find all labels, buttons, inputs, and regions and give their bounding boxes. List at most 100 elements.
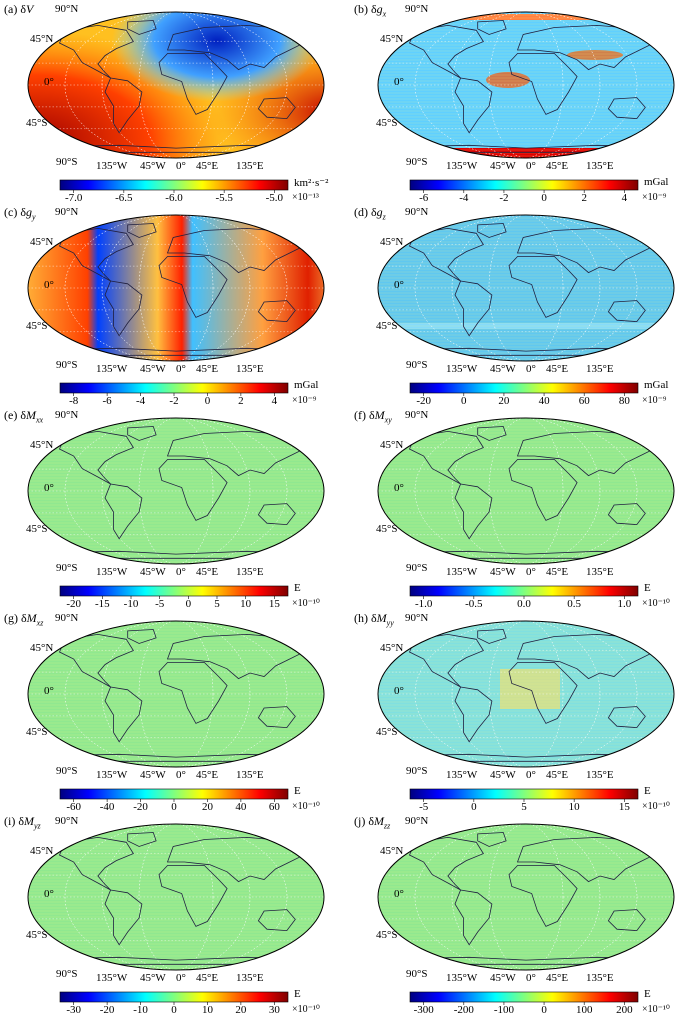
- colorbar-tick-label: -6.5: [115, 192, 133, 204]
- coastline-samerica: [104, 77, 143, 134]
- lon-label: 135°E: [236, 769, 264, 781]
- lon-label: 135°W: [96, 363, 128, 375]
- colorbar: [59, 585, 289, 599]
- panel-title-subscript: zz: [383, 821, 391, 831]
- map-outline: [377, 620, 675, 768]
- coastline-samerica: [454, 77, 493, 134]
- lon-label: 0°: [176, 363, 186, 375]
- panel-title-symbol: g: [376, 2, 383, 16]
- coastline-eurasia: [516, 430, 658, 477]
- coastline-namerica: [58, 430, 134, 485]
- lat-label: 90°S: [406, 359, 428, 371]
- map-panel-g: (g) δMxz 90°N 45°N 0° 45°S 90°S 135°W 45°W 0° 45°…: [0, 609, 350, 813]
- coastline-greenland: [127, 20, 157, 35]
- lat-label: 90°S: [56, 562, 78, 574]
- lon-label: 135°W: [96, 972, 128, 984]
- map-outline: [27, 417, 325, 565]
- lat-label: 45°N: [30, 642, 54, 654]
- map-panel-d: (d) δgz 90°N 45°N 0° 45°S 90°S 135°W 45°W 0° 45°E…: [350, 203, 700, 407]
- panel-title-prefix: (d) δ: [354, 205, 377, 219]
- colorbar-tick-label: 0: [204, 395, 211, 407]
- colorbar-tick-label: -2: [499, 192, 509, 204]
- colorbar-exponent: ×10⁻¹⁰: [292, 598, 320, 609]
- colorbar: [409, 179, 639, 193]
- colorbar-fill: [409, 585, 639, 597]
- lon-label: 0°: [176, 160, 186, 172]
- colorbar-tick-label: 1.0: [617, 598, 632, 610]
- lat-label: 0°: [44, 279, 54, 291]
- lat-label: 45°S: [26, 117, 48, 129]
- colorbar-tick-label: -10: [123, 598, 139, 610]
- panel-title-subscript: xy: [384, 415, 392, 425]
- lat-label: 90°S: [406, 968, 428, 980]
- panel-title-symbol: g: [25, 205, 32, 219]
- colorbar-fill: [409, 991, 639, 1003]
- colorbar-tick-label: 20: [201, 801, 213, 813]
- colorbar-tick-label: 40: [235, 801, 247, 813]
- coastline-samerica: [454, 280, 493, 337]
- lon-label: 45°E: [546, 160, 569, 172]
- colorbar-unit: E: [294, 785, 301, 797]
- coastline-africa: [508, 53, 578, 115]
- lat-label: 90°N: [55, 409, 79, 421]
- coastline-namerica: [58, 633, 134, 688]
- colorbar-tick-label: -20: [99, 1004, 115, 1016]
- colorbar-tick-label: 2: [581, 192, 587, 204]
- colorbar-tick-label: -5: [419, 801, 429, 813]
- panel-title: (f) δMxy: [354, 408, 392, 424]
- coastline-australia: [257, 300, 296, 323]
- coastline-australia: [607, 97, 646, 120]
- lon-label: 135°W: [446, 363, 478, 375]
- panel-title: (d) δgz: [354, 205, 386, 221]
- coastline-samerica: [104, 889, 143, 946]
- lat-label: 0°: [394, 279, 404, 291]
- colorbar-exponent: ×10⁻¹⁰: [292, 801, 320, 812]
- panel-title-symbol: M: [26, 611, 37, 625]
- lon-label: 0°: [176, 566, 186, 578]
- lon-label: 45°E: [546, 566, 569, 578]
- lat-label: 45°S: [376, 523, 398, 535]
- coastline-greenland: [127, 426, 157, 441]
- coastline-namerica: [58, 227, 134, 282]
- colorbar-fill: [59, 179, 289, 191]
- coastline-africa: [158, 459, 228, 521]
- lat-label: 45°S: [26, 320, 48, 332]
- lon-label: 0°: [176, 769, 186, 781]
- coastline-africa: [158, 662, 228, 724]
- lat-label: 90°N: [405, 3, 429, 15]
- lat-label: 0°: [44, 76, 54, 88]
- lat-label: 90°S: [56, 156, 78, 168]
- coastline-australia: [607, 909, 646, 932]
- lat-label: 45°S: [26, 929, 48, 941]
- lon-label: 45°E: [546, 769, 569, 781]
- coastline-greenland: [477, 426, 507, 441]
- lon-label: 45°W: [140, 769, 166, 781]
- lon-label: 45°W: [490, 972, 516, 984]
- colorbar-tick-label: 10: [201, 1004, 213, 1016]
- colorbar: [409, 788, 639, 802]
- lon-label: 135°E: [236, 972, 264, 984]
- panel-title: (j) δMzz: [354, 814, 390, 830]
- lon-label: 45°E: [196, 769, 219, 781]
- colorbar-tick-label: 80: [618, 395, 630, 407]
- panel-title-subscript: x: [382, 9, 387, 19]
- colorbar-tick-label: 0.5: [567, 598, 582, 610]
- colorbar-exponent: ×10⁻⁹: [292, 395, 317, 406]
- coastline-samerica: [104, 483, 143, 540]
- coastline-namerica: [58, 24, 134, 79]
- panel-title-subscript: z: [382, 212, 386, 222]
- lon-label: 0°: [526, 566, 536, 578]
- map-outline: [377, 417, 675, 565]
- lat-label: 90°N: [55, 612, 79, 624]
- colorbar-unit: km²·s⁻²: [294, 177, 329, 189]
- lat-label: 45°S: [376, 929, 398, 941]
- colorbar-tick-label: 0: [471, 801, 477, 813]
- lon-label: 135°W: [96, 566, 128, 578]
- lat-label: 45°S: [26, 726, 48, 738]
- colorbar-tick-label: 0: [541, 1004, 547, 1016]
- lon-label: 135°W: [446, 769, 478, 781]
- lat-label: 45°N: [30, 33, 54, 45]
- colorbar-tick-label: -30: [66, 1004, 81, 1016]
- colorbar-tick-label: -1.0: [414, 598, 433, 610]
- map-field: [28, 418, 324, 564]
